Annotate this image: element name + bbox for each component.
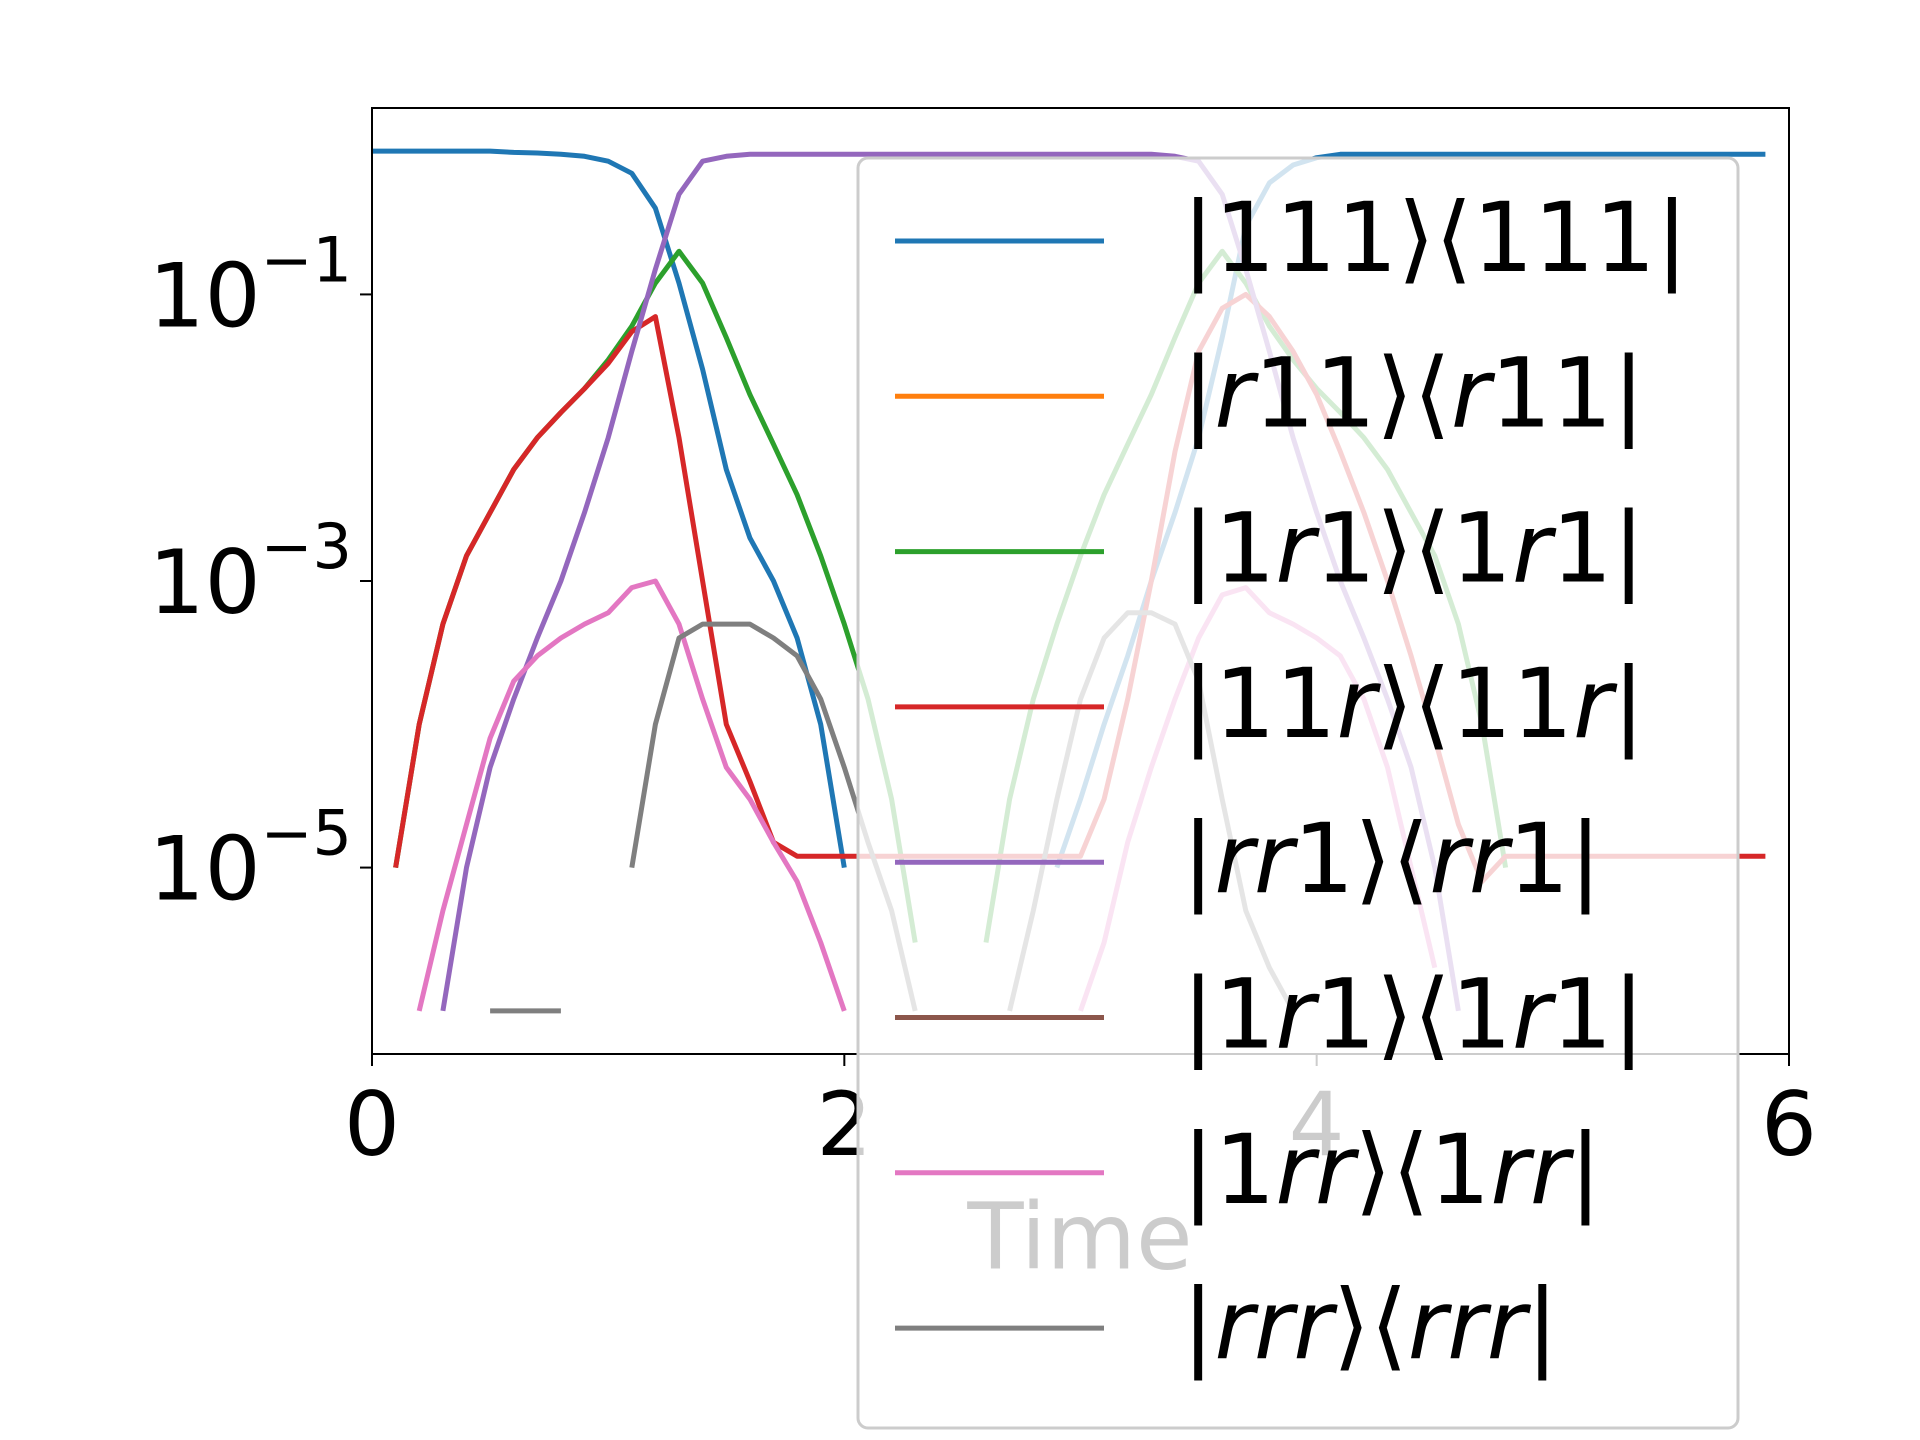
x-tick-label: 0 [344,1073,400,1176]
y-tick-label: 10−3 [149,510,352,634]
legend-label: |1r1⟩⟨1r1| [1182,959,1645,1072]
y-tick-label: 10−5 [149,797,352,921]
legend-label: |1rr⟩⟨1rr| [1182,1114,1602,1227]
legend-box [856,156,1740,1430]
legend-label: |rr1⟩⟨rr1| [1182,804,1602,917]
legend-label: |111⟩⟨111| [1182,182,1688,295]
legend-label: |rrr⟩⟨rrr| [1182,1269,1558,1382]
x-tick-label: 6 [1761,1073,1817,1176]
legend-label: |1r1⟩⟨1r1| [1182,493,1645,606]
legend: |111⟩⟨111| |r11⟩⟨r11| |1r1⟩⟨1r1| |11r⟩⟨11r|… [856,156,1740,1430]
legend-label: |r11⟩⟨r11| [1182,338,1645,451]
y-tick-label: 10−1 [149,224,352,348]
legend-label: |11r⟩⟨11r| [1182,648,1645,761]
